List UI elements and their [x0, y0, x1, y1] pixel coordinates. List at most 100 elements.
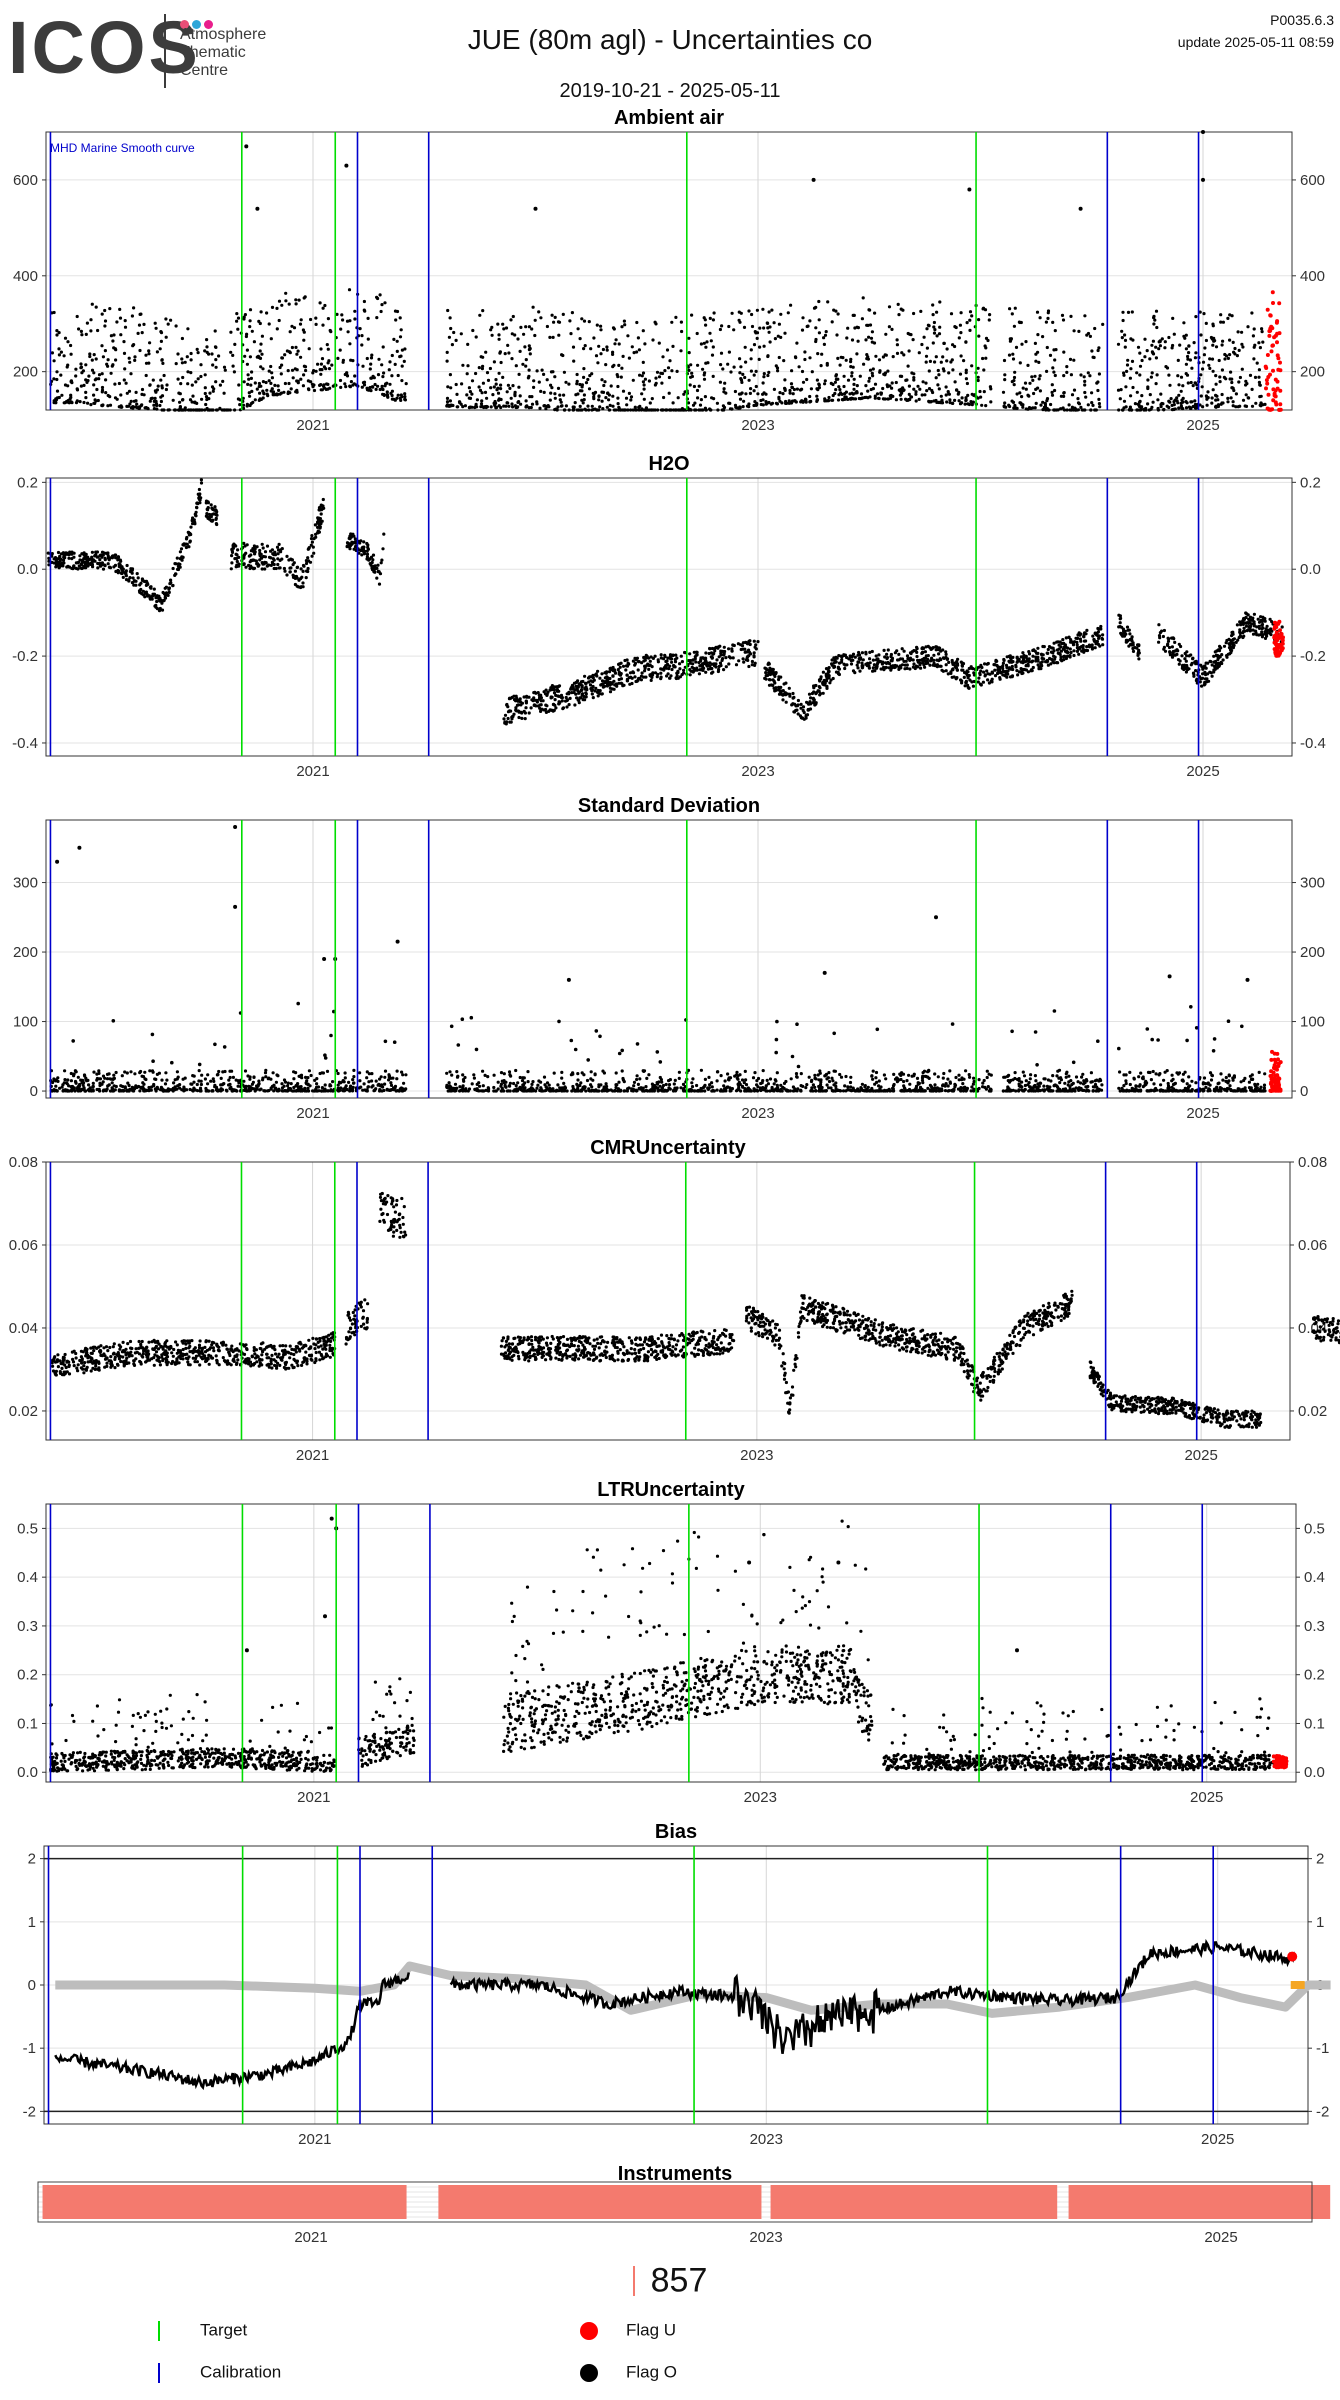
data-point	[278, 558, 282, 563]
data-point	[260, 567, 264, 571]
data-point	[553, 698, 557, 702]
data-point	[1090, 647, 1094, 651]
data-point	[1204, 338, 1208, 343]
data-point	[211, 408, 215, 412]
data-point	[949, 312, 954, 316]
data-point	[931, 341, 935, 345]
data-point	[804, 397, 808, 401]
data-point	[1173, 407, 1177, 411]
data-point	[792, 695, 796, 700]
data-point	[990, 680, 994, 684]
data-point	[1270, 290, 1275, 295]
data-point	[52, 377, 56, 381]
data-point	[381, 387, 385, 392]
data-point	[871, 387, 876, 391]
data-point	[790, 385, 795, 390]
data-point	[659, 371, 663, 375]
data-point	[92, 393, 96, 397]
data-point	[1101, 322, 1105, 326]
data-point	[1250, 311, 1254, 315]
data-point	[1076, 397, 1080, 401]
data-point	[253, 398, 257, 402]
data-point	[977, 318, 981, 322]
data-point	[1187, 344, 1191, 348]
data-point	[939, 401, 943, 405]
data-point	[533, 333, 537, 338]
data-point	[504, 326, 509, 330]
data-point	[625, 664, 630, 668]
data-point	[937, 652, 941, 656]
data-point	[616, 396, 620, 400]
data-point	[558, 398, 562, 402]
data-point	[207, 515, 211, 519]
data-point	[1215, 404, 1219, 408]
data-point	[669, 674, 673, 678]
data-point	[902, 649, 906, 653]
data-point	[1082, 375, 1086, 379]
data-point	[590, 692, 594, 696]
data-point	[886, 369, 890, 373]
data-point	[565, 705, 569, 709]
data-point	[485, 371, 490, 375]
data-point	[982, 390, 986, 394]
data-point	[597, 398, 601, 402]
data-point	[146, 582, 150, 587]
data-point	[299, 355, 303, 359]
data-point	[215, 513, 219, 517]
data-point	[733, 389, 738, 394]
data-point	[1129, 394, 1133, 398]
data-point	[1021, 667, 1025, 672]
data-point	[480, 367, 484, 371]
data-point	[941, 355, 945, 359]
data-point	[548, 335, 552, 339]
data-point	[1245, 612, 1249, 616]
data-point	[209, 503, 213, 507]
data-point	[1061, 318, 1066, 322]
data-point	[87, 374, 91, 378]
data-point	[607, 398, 611, 402]
data-point	[1138, 373, 1142, 377]
data-point	[255, 562, 259, 566]
data-point	[701, 408, 705, 412]
data-point	[1260, 627, 1264, 631]
data-point	[247, 377, 251, 381]
data-point	[345, 319, 350, 323]
data-point	[855, 663, 859, 667]
data-point	[197, 487, 201, 492]
data-point	[662, 395, 666, 400]
data-point	[977, 665, 981, 669]
data-point	[1276, 367, 1281, 372]
data-point	[703, 395, 708, 399]
data-point	[512, 694, 516, 698]
data-point	[914, 664, 919, 668]
data-point	[718, 380, 723, 384]
data-point	[590, 687, 595, 692]
data-point	[399, 393, 403, 397]
data-point	[57, 331, 61, 335]
data-point	[791, 392, 795, 396]
data-point	[497, 333, 501, 337]
data-point	[1137, 400, 1142, 404]
data-point	[595, 408, 599, 412]
data-point	[1225, 655, 1229, 659]
data-point	[190, 518, 194, 522]
data-point	[708, 331, 712, 335]
data-point	[586, 377, 590, 382]
data-point	[758, 326, 762, 330]
data-point	[582, 393, 587, 397]
data-point	[756, 392, 760, 396]
data-point	[100, 385, 105, 390]
data-point	[362, 299, 366, 304]
data-point	[1137, 643, 1141, 647]
data-point	[675, 369, 679, 373]
data-point	[1264, 386, 1268, 391]
data-point	[640, 392, 644, 396]
data-point	[159, 378, 163, 382]
data-point	[1091, 403, 1095, 407]
data-point	[1010, 380, 1014, 384]
data-point	[873, 382, 878, 386]
data-point	[530, 327, 534, 331]
data-point	[317, 506, 322, 510]
data-point	[583, 674, 587, 678]
data-point	[1221, 339, 1225, 343]
